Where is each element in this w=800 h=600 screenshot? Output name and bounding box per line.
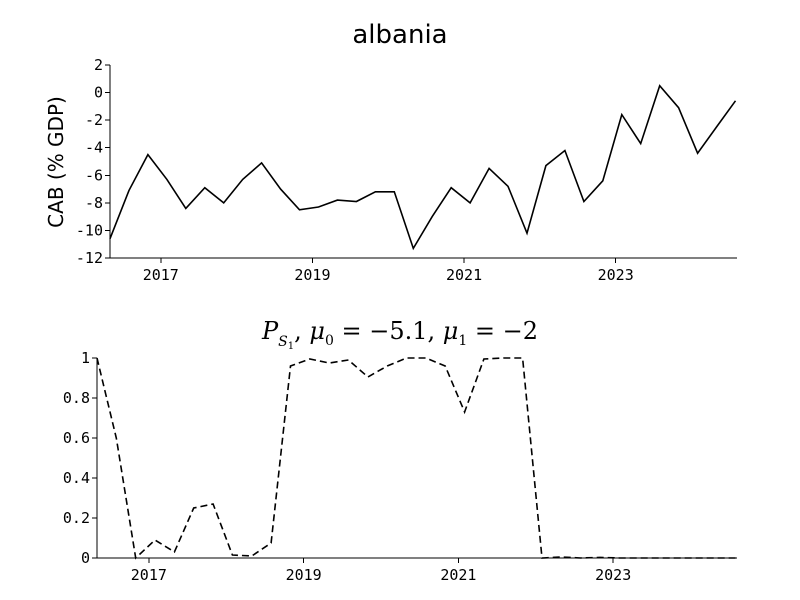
- y-axis-label: CAB (% GDP): [44, 96, 68, 228]
- x-tick-label: 2019: [286, 566, 322, 584]
- y-tick-label: 0.6: [63, 429, 90, 447]
- x-tick-label: 2017: [131, 566, 167, 584]
- title-mu1-sub: 1: [458, 333, 467, 349]
- x-tick-label: 2021: [446, 266, 482, 284]
- series-probability: [96, 357, 736, 560]
- x-tick-label: 2019: [294, 266, 330, 284]
- y-tick-label: 0.8: [63, 389, 90, 407]
- y-tick-label: 1: [81, 349, 90, 367]
- title-comma: ,: [294, 317, 309, 345]
- y-tick-label: 0.2: [63, 509, 90, 527]
- x-axis-ticks: 2017 2019 2021 2023: [131, 558, 631, 584]
- series-line: [109, 84, 737, 251]
- y-tick-label: 0: [94, 84, 103, 102]
- title-mu0-sub: 0: [325, 333, 334, 349]
- x-tick-label: 2023: [598, 266, 634, 284]
- y-tick-label: -12: [76, 249, 103, 267]
- y-axis-ticks: 1 0.8 0.6 0.4 0.2 0: [63, 349, 97, 567]
- y-tick-label: -8: [85, 194, 103, 212]
- title-p-sub: S: [278, 334, 288, 350]
- y-tick-label: 0.4: [63, 469, 90, 487]
- title-mu1: μ: [443, 317, 459, 345]
- series-line: [96, 357, 736, 560]
- title-p: P: [261, 317, 279, 345]
- y-tick-label: 2: [94, 56, 103, 74]
- y-tick-label: -6: [85, 166, 103, 184]
- y-tick-label: -4: [85, 139, 103, 157]
- y-tick-label: -10: [76, 221, 103, 239]
- title-mu0-val: = −5.1,: [334, 317, 443, 345]
- x-tick-label: 2021: [440, 566, 476, 584]
- title-p-subsub: 1: [288, 341, 294, 352]
- x-tick-label: 2023: [595, 566, 631, 584]
- y-tick-label: 0: [81, 549, 90, 567]
- x-axis-ticks: 2017 2019 2021 2023: [143, 258, 634, 284]
- title-mu1-val: = −2: [467, 317, 538, 345]
- y-axis-ticks: 2 0 -2 -4 -6 -8 -10 -12: [76, 56, 110, 267]
- chart-albania-cab: albania CAB (% GDP) 2 0 -2 -4 -6 -8 -10 -12 201…: [44, 20, 737, 284]
- x-tick-label: 2017: [143, 266, 179, 284]
- title-mu0: μ: [309, 317, 325, 345]
- chart-title: albania: [352, 20, 447, 50]
- y-tick-label: -2: [85, 111, 103, 129]
- series-cab: [109, 84, 737, 251]
- chart-probability-s1: PS1, μ0 = −5.1, μ1 = −2 10.80.60.40.20 2…: [63, 317, 737, 584]
- chart-title-math: PS1, μ0 = −5.1, μ1 = −2: [261, 317, 538, 352]
